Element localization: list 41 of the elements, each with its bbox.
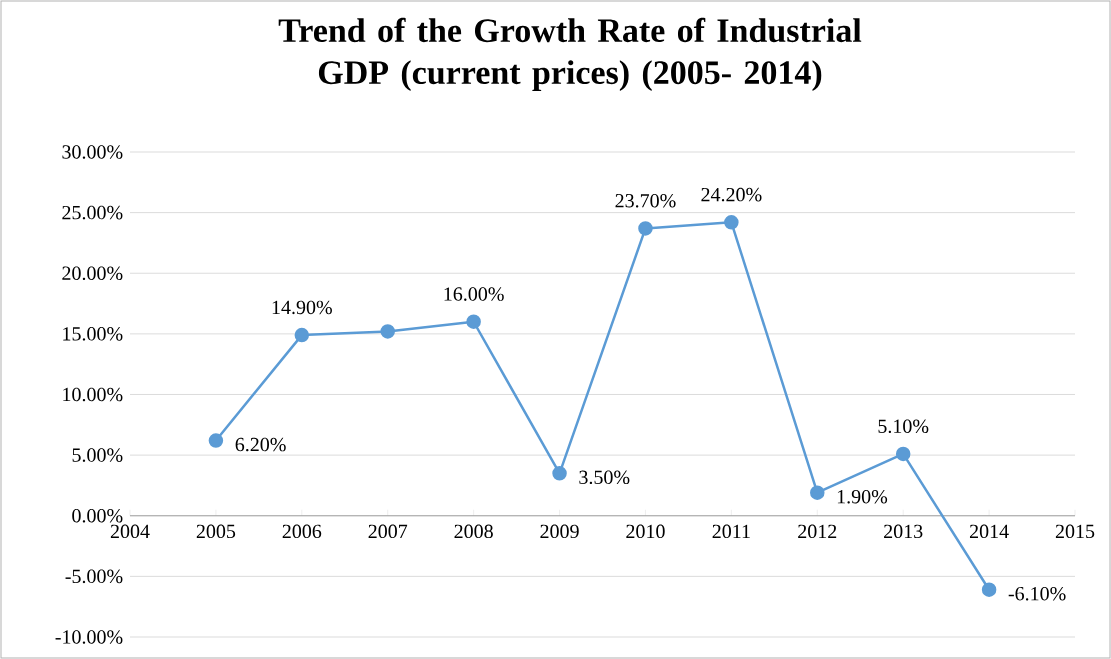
x-tick-label: 2006 xyxy=(282,524,322,539)
data-label: 1.90% xyxy=(837,489,888,504)
y-tick-label: 25.00% xyxy=(62,205,123,220)
x-tick-label: 2014 xyxy=(969,524,1009,539)
y-tick-label: -5.00% xyxy=(65,569,123,584)
data-label: 6.20% xyxy=(235,437,286,452)
point xyxy=(638,221,653,236)
data-label: 16.00% xyxy=(444,287,504,301)
x-tick-label: 2011 xyxy=(712,524,750,539)
y-tick-label: 10.00% xyxy=(63,387,123,402)
point xyxy=(895,446,911,462)
data-label: 5.10% xyxy=(878,419,929,434)
data-label: -6.10% xyxy=(1008,586,1066,601)
point xyxy=(208,433,224,448)
data-label: 3.50% xyxy=(579,470,630,485)
point xyxy=(810,485,825,500)
point xyxy=(466,314,481,329)
y-tick-label: -10.00% xyxy=(55,630,123,644)
y-tick-label: 0.00% xyxy=(72,508,123,523)
data-label: 14.90% xyxy=(272,300,332,315)
point xyxy=(981,582,997,597)
x-tick-label: 2015 xyxy=(1055,524,1095,539)
data-label: 23.70% xyxy=(615,193,676,208)
x-tick-label: 2013 xyxy=(884,524,923,539)
x-tick-label: 2005 xyxy=(196,524,236,539)
point xyxy=(380,324,395,339)
y-tick-label: 20.00% xyxy=(62,266,123,281)
point xyxy=(294,327,310,343)
y-tick-label: 15.00% xyxy=(63,327,123,341)
y-tick-label: 30.00% xyxy=(62,145,123,159)
data-label: 24.20% xyxy=(701,187,762,202)
x-tick-label: 2004 xyxy=(110,524,150,539)
x-tick-label: 2007 xyxy=(368,524,408,539)
point xyxy=(552,466,567,481)
y-tick-label: 5.00% xyxy=(72,448,123,462)
x-tick-label: 2010 xyxy=(626,524,665,539)
point xyxy=(724,215,739,230)
x-tick-label: 2009 xyxy=(540,524,579,539)
chart-title: Trend of the Growth Rate of Industrial GDP (current prices) (2005- 2014) xyxy=(278,17,862,92)
x-tick-label: 2012 xyxy=(798,524,837,539)
x-tick-label: 2008 xyxy=(454,524,493,539)
